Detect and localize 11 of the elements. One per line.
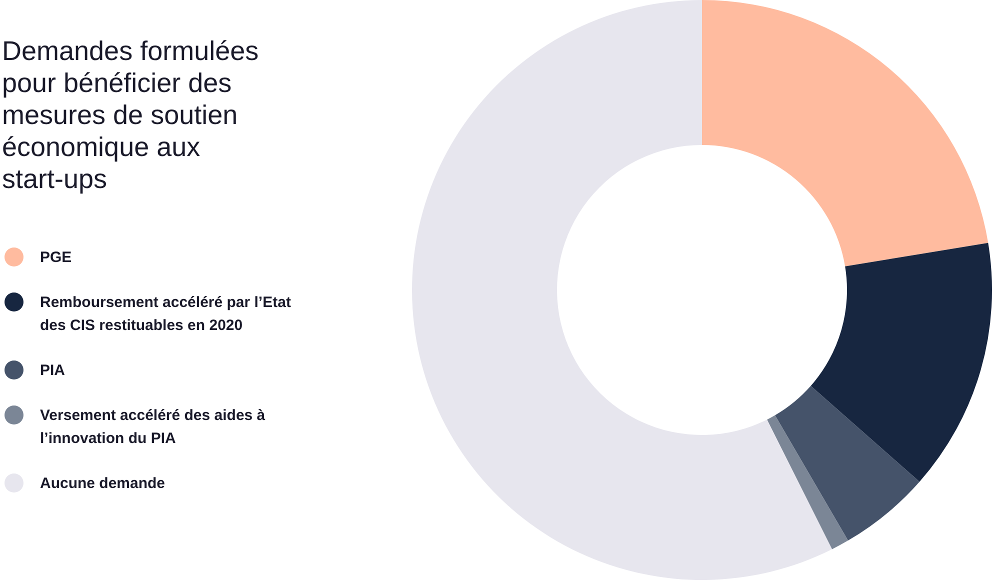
legend-label: Versement accéléré des aides à l’innovation du PIA — [40, 407, 266, 447]
legend-label: Aucune demande — [40, 475, 166, 492]
donut-slice — [767, 415, 848, 550]
donut-slice — [702, 0, 988, 266]
text: Demandes formulées pour bénéficier des mesures de soutien économique aux start-ups — [2, 36, 259, 194]
donut-slice — [775, 386, 920, 541]
legend-label: Remboursement accéléré par l’Etat des CIS restituables en 2020 — [40, 294, 291, 334]
legend-label: PIA — [40, 362, 66, 379]
donut-slice — [810, 242, 992, 482]
legend-label: PGE — [40, 249, 72, 266]
donut-slice — [412, 0, 832, 580]
